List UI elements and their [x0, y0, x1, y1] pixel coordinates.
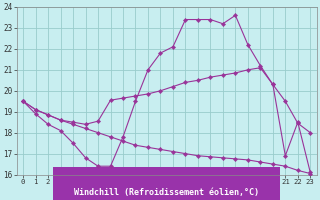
X-axis label: Windchill (Refroidissement éolien,°C): Windchill (Refroidissement éolien,°C) — [74, 188, 259, 197]
